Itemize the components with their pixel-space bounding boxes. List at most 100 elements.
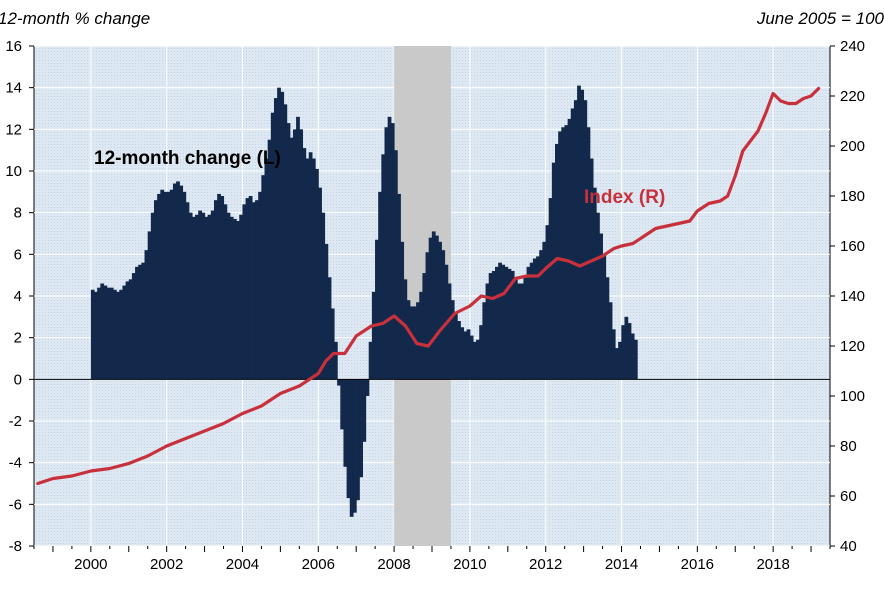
bar (400, 241, 405, 380)
bar (387, 116, 392, 380)
bar (337, 379, 341, 386)
right-tick-label: 160 (840, 238, 865, 255)
bar (431, 231, 436, 380)
bar (447, 283, 452, 380)
bar (615, 348, 619, 380)
bar (381, 154, 386, 380)
bar (147, 231, 152, 380)
bar (476, 339, 480, 380)
series-label-12-month-change: 12-month change (L) (94, 148, 281, 169)
right-axis-ticks: 240 220 200 180 160 140 120 100 80 60 40 (830, 38, 865, 555)
bar (116, 291, 120, 380)
bar (270, 112, 275, 380)
x-tick-label: 2000 (74, 556, 107, 573)
bar (94, 291, 98, 380)
bar (210, 210, 215, 380)
bar (188, 212, 193, 380)
bar (409, 306, 414, 380)
bar (135, 266, 139, 380)
bar (365, 379, 370, 396)
bar (406, 300, 411, 380)
bar (491, 271, 496, 380)
bar (163, 191, 168, 380)
bar (100, 283, 105, 380)
bar (618, 341, 622, 380)
bar (504, 266, 509, 380)
left-tick-label: 12 (5, 121, 22, 138)
x-tick-label: 2010 (453, 556, 486, 573)
bar (138, 264, 142, 380)
bar (296, 116, 300, 380)
bar (195, 214, 199, 380)
bar (239, 214, 244, 380)
bar (485, 283, 490, 380)
bar (283, 104, 288, 380)
bar (311, 158, 316, 380)
bar (346, 379, 351, 499)
bar (179, 185, 184, 380)
right-tick-label: 220 (840, 88, 865, 105)
bar (352, 379, 357, 513)
bar (596, 212, 600, 380)
bar (150, 212, 155, 380)
bar (223, 204, 228, 380)
bar (507, 268, 512, 380)
bar (539, 250, 543, 380)
bar (573, 100, 578, 380)
bar (289, 137, 294, 380)
bar (463, 331, 468, 380)
bar (441, 250, 446, 380)
bar (384, 127, 389, 380)
bar (308, 152, 313, 380)
bar (368, 341, 373, 380)
bar (532, 258, 537, 380)
bar (315, 168, 319, 380)
bar (469, 335, 474, 380)
bar (292, 129, 297, 380)
left-tick-label: 10 (5, 163, 22, 180)
bar (589, 158, 594, 380)
bar (501, 264, 506, 380)
bar (460, 327, 465, 380)
right-tick-label: 80 (840, 438, 857, 455)
bar (457, 321, 461, 380)
bar (577, 85, 581, 380)
bar (330, 308, 335, 380)
bar (169, 189, 174, 380)
bar (232, 218, 237, 380)
bar (176, 181, 180, 380)
bar (122, 285, 127, 380)
left-tick-label: 0 (14, 371, 22, 388)
bar-series-12-month-change (90, 85, 638, 517)
bar (258, 191, 262, 380)
bar (558, 131, 562, 380)
x-axis-ticks: 2000 2002 2004 2006 2008 2010 2012 2014 2016 2018 (33, 546, 831, 573)
bar (273, 98, 278, 380)
bar (435, 235, 439, 380)
bar (299, 129, 304, 380)
bar (198, 210, 202, 380)
bar (267, 139, 272, 380)
bar (172, 183, 177, 380)
bar (286, 123, 291, 380)
bar (466, 329, 471, 380)
bar (119, 289, 124, 380)
bar (605, 277, 610, 380)
bar (586, 127, 591, 380)
bar (220, 196, 225, 380)
series-label-index: Index (R) (584, 187, 665, 208)
bar (453, 312, 458, 380)
bar (305, 158, 310, 380)
bar (608, 302, 613, 380)
bar (422, 273, 427, 380)
bar (128, 279, 133, 380)
bar (229, 216, 234, 380)
bar (371, 291, 376, 380)
bar (359, 379, 363, 478)
bar (157, 193, 161, 380)
bar (390, 123, 395, 380)
bar (510, 271, 515, 380)
bar (280, 91, 285, 380)
bar (362, 379, 367, 442)
